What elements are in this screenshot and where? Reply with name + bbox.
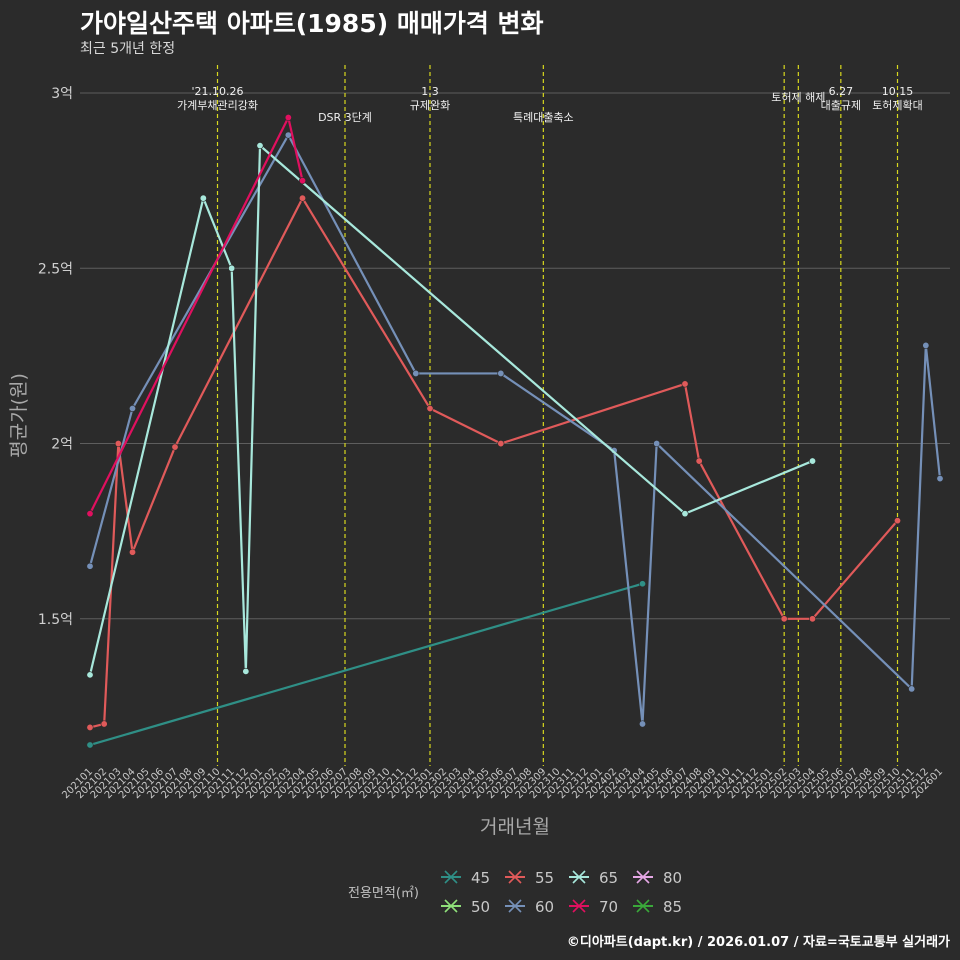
legend-key-mark-85 [636,899,650,913]
data-point-55 [497,440,505,448]
chart-title: 가야일산주택 아파트(1985) 매매가격 변화 [80,9,544,38]
legend-key-mark-50 [444,899,458,913]
legend-label-60: 60 [535,898,554,916]
data-point-45 [638,580,646,588]
series-line-65 [88,144,813,676]
event-label: 10.15 [882,85,914,98]
source-caption: ©디아파트(dapt.kr) / 2026.01.07 / 자료=국토교통부 실… [566,935,950,950]
event-label: 토허제 해제 [771,90,825,104]
event-label: 가계부채관리강화 [177,99,258,112]
legend-label-50: 50 [471,898,490,916]
data-point-65 [256,142,264,150]
data-point-55 [100,720,108,728]
data-point-55 [114,440,122,448]
data-point-55 [893,517,901,525]
data-point-60 [86,562,94,570]
data-point-60 [922,341,930,349]
data-point-45 [86,741,94,749]
data-point-70 [298,177,306,185]
y-axis-title: 평균가(원) [8,373,30,458]
data-point-55 [780,615,788,623]
y-tick-label: 3억 [51,86,73,102]
data-point-60 [936,475,944,483]
data-point-55 [426,404,434,412]
x-axis-title: 거래년월 [480,816,550,838]
event-label: 6.27 [829,85,854,98]
chart-subtitle: 최근 5개년 한정 [80,41,176,57]
y-tick-label: 1.5억 [38,612,73,628]
legend-key-mark-55 [508,870,522,884]
data-point-70 [284,114,292,122]
event-label: '21.10.26 [191,85,243,98]
data-point-55 [298,194,306,202]
legend-label-80: 80 [663,869,682,887]
event-label: 토허제확대 [872,99,923,112]
legend-key-mark-45 [444,870,458,884]
event-label: 규제완화 [410,99,450,112]
series-line-55 [89,197,899,729]
y-tick-label: 2.5억 [38,261,73,277]
event-label: DSR 3단계 [318,111,372,124]
data-point-65 [242,667,250,675]
legend-key-mark-60 [508,899,522,913]
legend-label-55: 55 [535,869,554,887]
data-point-60 [412,369,420,377]
legend-key-mark-80 [636,870,650,884]
data-point-65 [86,671,94,679]
legend-label-85: 85 [663,898,682,916]
data-point-55 [129,548,137,556]
data-point-65 [228,264,236,272]
data-point-55 [171,443,179,451]
data-point-65 [681,510,689,518]
y-tick-label: 2억 [51,437,73,453]
data-point-60 [129,404,137,412]
series-line-70 [89,116,304,515]
legend-title: 전용면적(㎡) [348,886,419,901]
data-point-65 [808,457,816,465]
data-point-60 [638,720,646,728]
legend-key-mark-70 [572,899,586,913]
data-point-60 [497,369,505,377]
legend-label-70: 70 [599,898,618,916]
data-point-65 [199,194,207,202]
data-point-55 [86,723,94,731]
legend-label-65: 65 [599,869,618,887]
data-point-60 [284,131,292,139]
data-point-55 [681,380,689,388]
event-label: 대출규제 [821,99,861,112]
event-label: 특례대출축소 [513,111,574,124]
data-point-70 [86,510,94,518]
data-point-60 [908,685,916,693]
legend-label-45: 45 [471,869,490,887]
legend-key-mark-65 [572,870,586,884]
data-point-55 [808,615,816,623]
data-point-55 [695,457,703,465]
data-point-60 [653,440,661,448]
event-label: 1.3 [421,85,439,98]
series-line-45 [89,582,643,747]
